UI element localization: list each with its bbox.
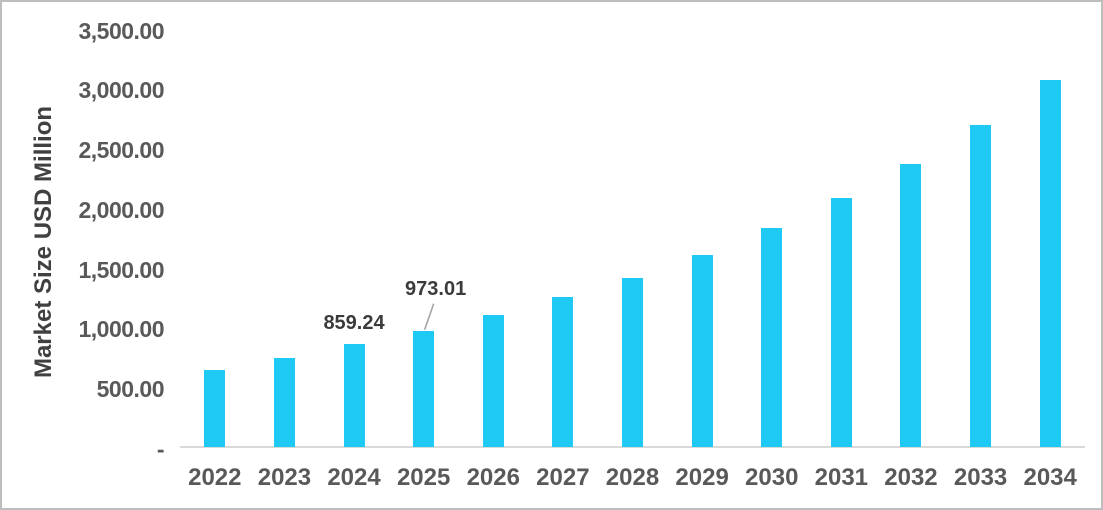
x-tick-label-2026: 2026: [466, 464, 520, 491]
x-tick-label-2032: 2032: [884, 464, 938, 491]
bar-2030: [761, 227, 783, 447]
bar-2033: [970, 124, 992, 447]
x-tick-label-2024: 2024: [327, 464, 381, 491]
x-axis-line: [180, 446, 1085, 448]
x-tick-label-2033: 2033: [953, 464, 1008, 491]
y-tick-label: 1,000.00: [78, 316, 164, 343]
bar-2026: [482, 314, 504, 447]
y-tick-label: 2,000.00: [78, 196, 164, 223]
x-tick-label-2031: 2031: [814, 464, 869, 491]
bar-2031: [830, 197, 852, 447]
x-tick-label-2022: 2022: [188, 464, 242, 491]
x-tick-label-2028: 2028: [605, 464, 660, 491]
bar-2029: [691, 255, 713, 447]
y-tick-label: 3,500.00: [78, 17, 164, 44]
bar-2028: [622, 277, 643, 447]
leader-line: [423, 303, 435, 330]
bar-2022: [204, 369, 226, 447]
bar-2025: [413, 330, 435, 447]
x-tick-label-2029: 2029: [675, 464, 729, 491]
x-tick-label-2023: 2023: [257, 464, 312, 491]
x-tick-label-2027: 2027: [536, 464, 590, 491]
bar-2024: [343, 344, 365, 447]
x-tick-label-2025: 2025: [396, 464, 451, 491]
x-tick-label-2030: 2030: [745, 464, 799, 491]
bar-2034: [1039, 80, 1061, 447]
y-tick-label: 500.00: [96, 376, 165, 403]
bar-2032: [900, 164, 922, 447]
y-tick-label: -: [156, 436, 165, 462]
y-tick-label: 1,500.00: [78, 256, 164, 283]
bar-2027: [552, 296, 574, 447]
data-label-2024: 859.24: [323, 312, 385, 335]
bar-2023: [273, 357, 295, 447]
y-tick-label: 2,500.00: [78, 137, 164, 164]
x-tick-label-2034: 2034: [1023, 464, 1077, 491]
data-label-2025: 973.01: [405, 277, 467, 300]
y-tick-label: 3,000.00: [78, 77, 164, 104]
